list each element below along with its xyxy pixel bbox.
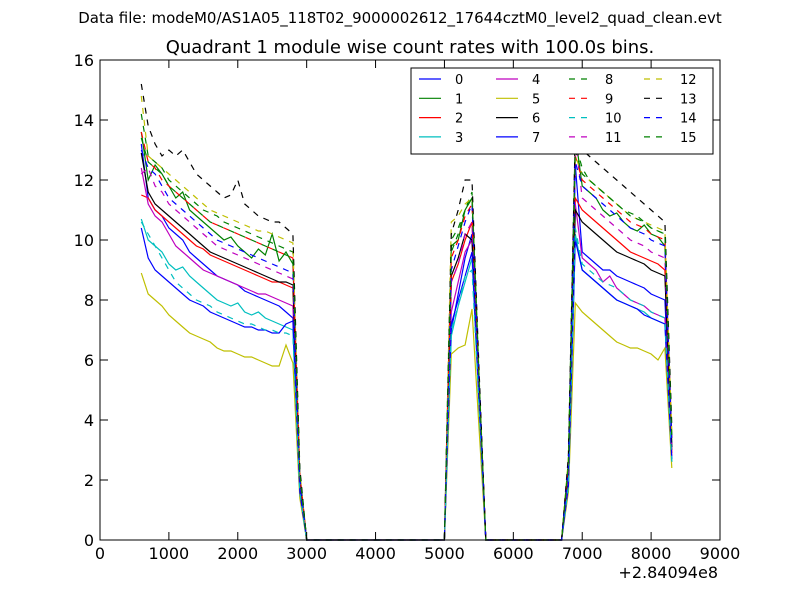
legend-label-2: 2 <box>455 112 463 127</box>
chart-title: Quadrant 1 module wise count rates with … <box>165 37 655 58</box>
legend-label-5: 5 <box>532 92 540 107</box>
y-tick-label: 0 <box>84 531 94 550</box>
y-tick-label: 12 <box>74 171 94 190</box>
figure-suptitle: Data file: modeM0/AS1A05_118T02_90000026… <box>78 9 722 27</box>
legend-label-15: 15 <box>680 131 697 146</box>
series-line-14 <box>140 149 673 541</box>
y-tick-label: 10 <box>74 231 94 250</box>
series-line-10 <box>140 221 673 541</box>
y-tick-label: 16 <box>74 51 94 70</box>
x-tick-label: 9000 <box>700 544 741 563</box>
y-tick-label: 8 <box>84 291 94 310</box>
legend-label-4: 4 <box>532 73 540 88</box>
x-tick-label: 7000 <box>562 544 603 563</box>
legend-label-12: 12 <box>680 73 697 88</box>
series-line-12 <box>140 95 673 541</box>
legend-label-8: 8 <box>605 73 613 88</box>
axis-ticks: 0 1000 2000 3000 4000 5000 6000 7000 8000 9000 0 2 4… <box>74 51 741 563</box>
legend-label-1: 1 <box>455 92 463 107</box>
legend-label-10: 10 <box>605 112 622 127</box>
y-tick-label: 2 <box>84 471 94 490</box>
x-tick-label: 5000 <box>424 544 465 563</box>
x-tick-label: 0 <box>95 544 105 563</box>
legend-label-14: 14 <box>680 112 697 127</box>
x-offset-label: +2.84094e8 <box>618 563 718 582</box>
x-tick-label: 6000 <box>493 544 534 563</box>
series-line-1 <box>140 131 673 541</box>
legend-label-3: 3 <box>455 131 463 146</box>
legend-label-6: 6 <box>532 112 540 127</box>
x-tick-label: 3000 <box>286 544 327 563</box>
series-line-11 <box>140 137 673 541</box>
y-tick-label: 4 <box>84 411 94 430</box>
legend-label-13: 13 <box>680 92 697 107</box>
legend-label-0: 0 <box>455 73 463 88</box>
series-line-8 <box>140 113 673 541</box>
legend-label-9: 9 <box>605 92 613 107</box>
legend-label-7: 7 <box>532 131 540 146</box>
series-line-4 <box>140 167 673 541</box>
series-line-15 <box>140 137 673 541</box>
series-line-7 <box>140 227 673 541</box>
series-line-9 <box>140 131 673 541</box>
x-tick-label: 4000 <box>355 544 396 563</box>
legend-label-11: 11 <box>605 131 622 146</box>
y-tick-label: 14 <box>74 111 94 130</box>
legend-box <box>410 67 714 155</box>
series-line-6 <box>140 152 673 541</box>
y-tick-label: 6 <box>84 351 94 370</box>
x-tick-label: 8000 <box>631 544 672 563</box>
x-tick-label: 2000 <box>217 544 258 563</box>
series-line-0 <box>140 143 673 541</box>
x-tick-label: 1000 <box>149 544 190 563</box>
series-line-2 <box>141 194 673 541</box>
